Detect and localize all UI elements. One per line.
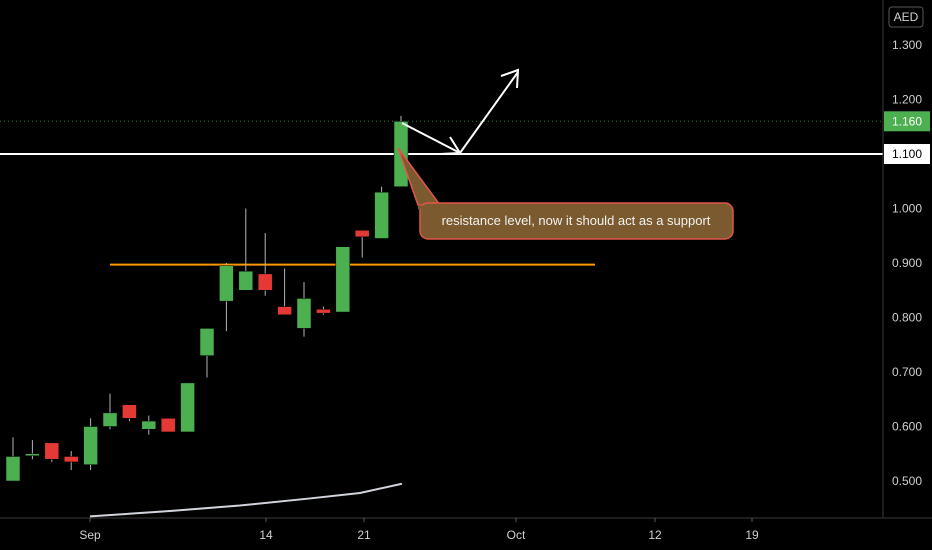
candle-down[interactable]	[160, 418, 176, 433]
candle-down[interactable]	[257, 273, 273, 291]
y-tick-label: 1.200	[892, 93, 922, 107]
candle-down[interactable]	[63, 456, 79, 463]
moving-average-line	[89, 482, 403, 518]
y-tick-label: 0.800	[892, 311, 922, 325]
y-tick-label: 0.900	[892, 256, 922, 270]
x-tick-label: 21	[357, 528, 371, 542]
annotation-joint	[418, 205, 442, 210]
annotation-bubble	[419, 202, 734, 240]
arrow-head-down	[439, 136, 462, 155]
annotation-text: resistance level, now it should act as a…	[442, 213, 711, 228]
x-tick-label: 19	[745, 528, 759, 542]
candle-down[interactable]	[354, 230, 370, 238]
level-price-badge-label: 1.100	[892, 147, 922, 161]
level-price-badge	[884, 144, 930, 164]
candle-up[interactable]	[141, 420, 157, 430]
plot-area[interactable]	[0, 115, 883, 518]
y-tick-label: 0.700	[892, 365, 922, 379]
candle-up[interactable]	[199, 328, 215, 356]
candle-down[interactable]	[122, 404, 137, 419]
candle-up[interactable]	[296, 298, 312, 329]
currency-badge-label: AED	[894, 10, 919, 24]
axes: 0.500 0.600 0.700 0.800 0.900 1.000 1.200 1.300…	[79, 38, 930, 542]
candle-down[interactable]	[316, 309, 331, 314]
candle-up[interactable]	[219, 265, 234, 302]
y-tick-label: 0.600	[892, 420, 922, 434]
x-tick-label: 12	[648, 528, 662, 542]
candle-up[interactable]	[335, 246, 351, 313]
current-price-badge-label: 1.160	[892, 114, 922, 128]
candle-up[interactable]	[102, 412, 118, 427]
y-tick-label: 1.300	[892, 38, 922, 52]
candle-up[interactable]	[83, 426, 98, 465]
candle-up[interactable]	[238, 270, 254, 291]
currency-badge-box	[888, 6, 924, 28]
y-tick-label: 1.000	[892, 202, 922, 216]
annotation-layer: resistance level, now it should act as a…	[397, 68, 734, 240]
y-tick-label: 0.500	[892, 474, 922, 488]
arrow-head-up	[500, 68, 520, 89]
x-tick-label: Oct	[507, 528, 526, 542]
candle-up[interactable]	[374, 191, 389, 239]
candle-down[interactable]	[277, 306, 292, 316]
candle-up[interactable]	[5, 456, 21, 482]
candle-up[interactable]	[180, 382, 195, 433]
x-tick-label: 14	[259, 528, 273, 542]
x-tick-label: Sep	[79, 528, 101, 542]
currency-badge[interactable]: AED	[888, 6, 924, 28]
candle-down[interactable]	[44, 442, 60, 460]
candle-up[interactable]	[25, 453, 40, 456]
current-price-badge	[884, 111, 930, 132]
